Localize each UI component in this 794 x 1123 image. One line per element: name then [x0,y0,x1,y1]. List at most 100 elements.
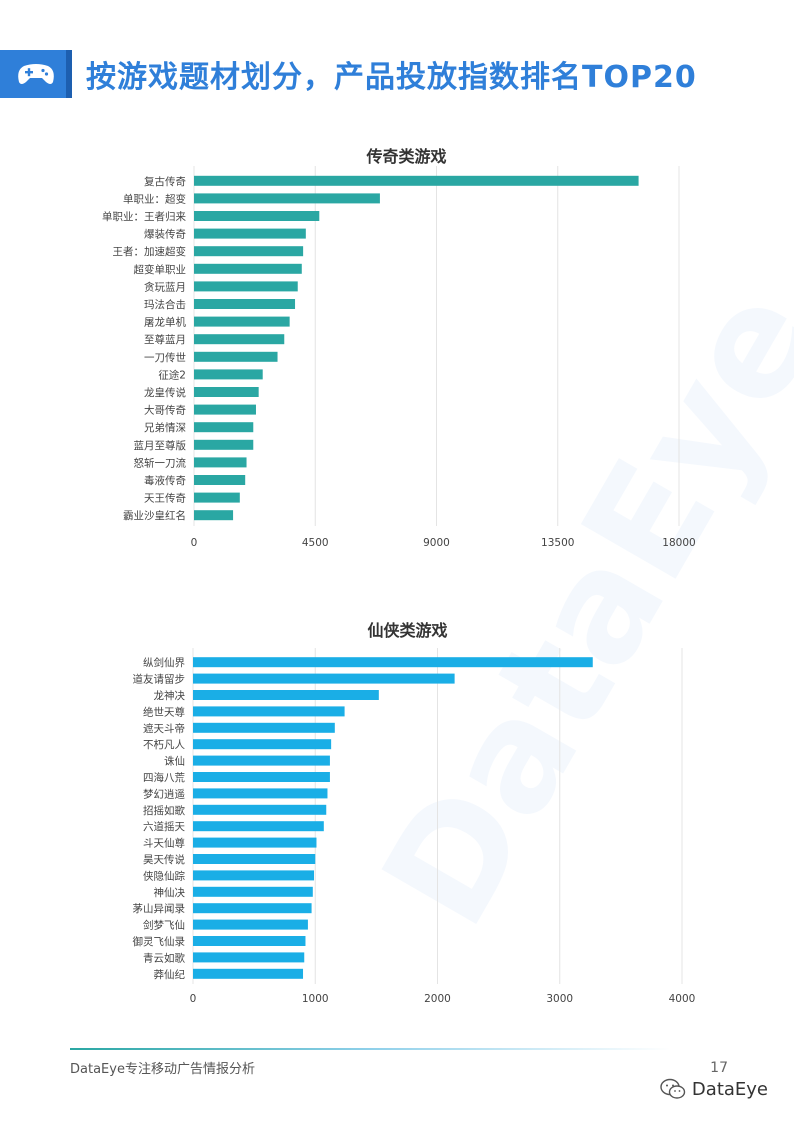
bar [194,351,278,362]
category-label: 不朽凡人 [143,738,185,751]
bar [193,854,316,864]
bar [194,263,302,274]
x-tick-label: 4500 [302,537,329,549]
bar [194,246,304,257]
bar [193,673,455,684]
category-label: 莽仙纪 [154,968,186,981]
bar [194,193,380,204]
category-label: 天王传奇 [144,492,186,505]
bar [193,821,324,832]
category-label: 蓝月至尊版 [134,439,187,452]
brand: DataEye [660,1078,768,1100]
footer-divider [70,1048,670,1050]
bar [194,439,254,450]
x-tick-label: 1000 [302,993,329,1005]
bar [193,919,308,930]
category-label: 超变单职业 [134,263,187,276]
bar [193,837,317,848]
category-label: 大哥传奇 [144,404,186,417]
category-label: 爆装传奇 [144,228,186,241]
page-number: 17 [710,1060,728,1076]
gamepad-icon [18,64,54,84]
category-label: 单职业：王者归来 [102,210,186,223]
x-tick-label: 18000 [662,537,695,549]
category-label: 诛仙 [164,755,185,768]
category-label: 复古传奇 [144,175,186,188]
category-label: 六道摇天 [143,820,185,833]
bar [193,952,305,963]
x-tick-label: 2000 [424,993,451,1005]
bar [193,722,335,733]
category-label: 龙神决 [154,689,186,702]
header-accent-block [0,50,72,98]
category-label: 剑梦飞仙 [143,919,185,932]
brand-name: DataEye [691,1078,768,1100]
bar [194,334,285,345]
category-label: 侠隐仙踪 [143,869,185,882]
category-label: 斗天仙尊 [143,837,185,850]
x-tick-label: 0 [190,993,197,1005]
bar [193,739,332,750]
bar [193,755,330,766]
category-label: 神仙决 [154,886,186,899]
category-label: 青云如歌 [143,951,185,964]
bar [194,475,246,485]
bar [194,281,298,292]
bar [194,510,234,521]
footer-text: DataEye专注移动广告情报分析 [70,1062,255,1077]
category-label: 单职业：超变 [123,192,186,205]
bar [194,211,320,221]
x-tick-label: 4000 [669,993,696,1005]
chart-legend-games: 传奇类游戏复古传奇单职业：超变单职业：王者归来爆装传奇王者：加速超变超变单职业贪… [102,147,696,549]
category-label: 招摇如歌 [143,804,185,817]
bar [194,228,306,239]
category-label: 茅山异闻录 [133,902,186,915]
x-tick-label: 13500 [541,537,574,549]
bar [194,404,256,415]
bar [193,936,306,946]
x-tick-label: 0 [191,537,198,549]
bar [193,788,328,799]
bar [194,369,263,380]
category-label: 昊天传说 [143,853,185,866]
category-label: 道友请留步 [133,673,186,686]
category-label: 兄弟情深 [144,421,186,434]
bar [193,870,315,881]
category-label: 至尊蓝月 [144,333,186,346]
category-label: 遮天斗帝 [143,722,185,735]
bar [193,804,327,815]
category-label: 一刀传世 [144,352,186,364]
bar [194,457,247,468]
chart-xianxia-games: 仙侠类游戏纵剑仙界道友请留步龙神决绝世天尊遮天斗帝不朽凡人诛仙四海八荒梦幻逍遥招… [133,621,696,1005]
category-label: 霸业沙皇红名 [123,509,186,522]
category-label: 龙皇传说 [144,386,186,399]
bar [194,422,254,433]
bar [194,175,639,186]
bar [194,316,290,327]
bar [193,772,330,782]
x-tick-label: 9000 [423,537,450,549]
bar [194,387,259,397]
bar [193,657,593,668]
page-title: 按游戏题材划分，产品投放指数排名TOP20 [86,60,697,95]
category-label: 毒液传奇 [144,474,186,487]
bar [194,299,296,309]
chart-title: 仙侠类游戏 [367,621,447,640]
category-label: 梦幻逍遥 [143,787,185,800]
category-label: 绝世天尊 [143,705,185,718]
bar [193,903,312,914]
bar [193,706,345,717]
category-label: 御灵飞仙录 [133,935,186,948]
chart-title: 传奇类游戏 [365,147,446,166]
category-label: 屠龙单机 [144,316,186,329]
category-label: 四海八荒 [143,771,185,784]
category-label: 贪玩蓝月 [144,280,186,293]
bar [193,968,304,979]
wechat-icon [660,1078,686,1099]
category-label: 玛法合击 [144,298,186,311]
bar [193,886,313,897]
bar [193,690,379,700]
category-label: 王者：加速超变 [113,245,187,258]
bar [194,492,240,503]
category-label: 征途2 [158,368,186,381]
